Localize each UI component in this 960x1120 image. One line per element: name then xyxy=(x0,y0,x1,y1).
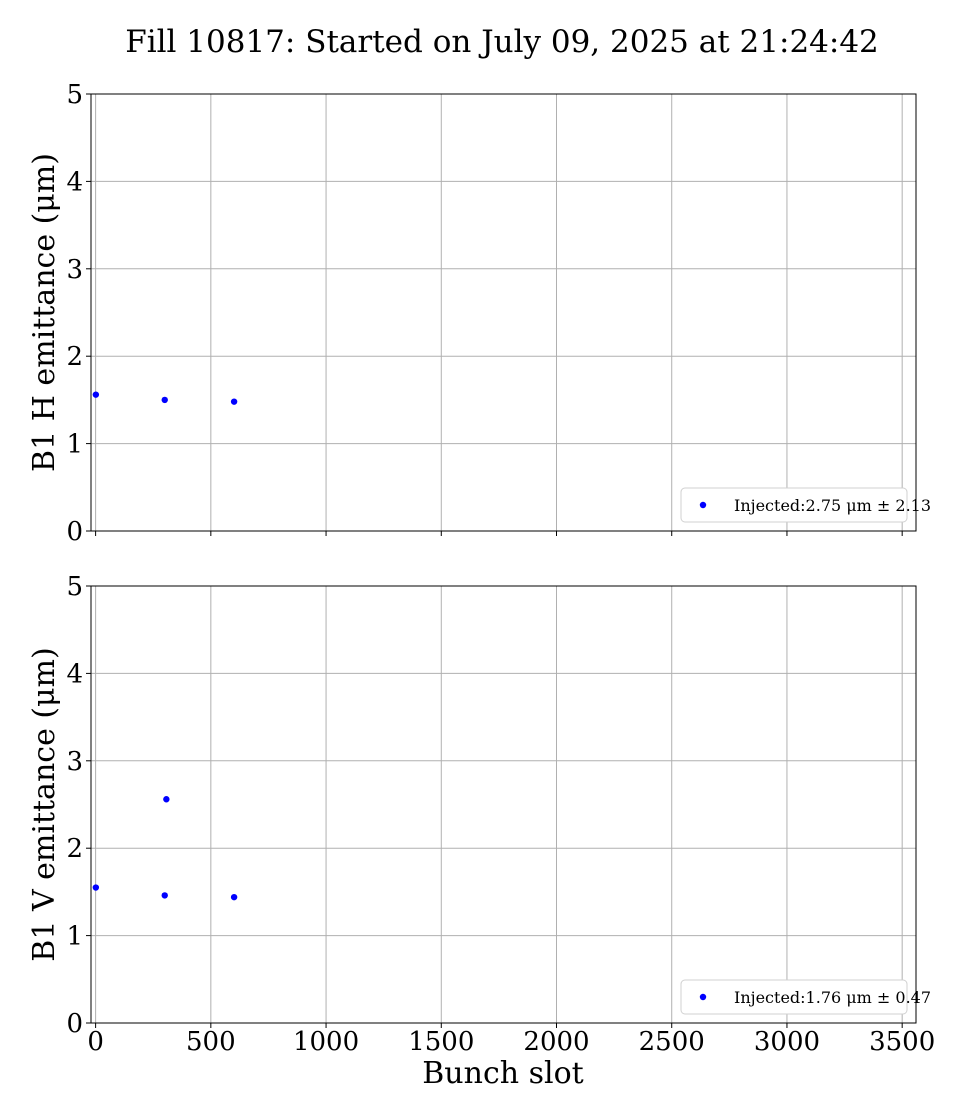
y-tick-label: 0 xyxy=(66,1009,83,1039)
data-point xyxy=(92,391,100,398)
y-axis-label: B1 H emittance (μm) xyxy=(27,153,62,472)
y-axis-label: B1 V emittance (μm) xyxy=(27,647,62,961)
data-point xyxy=(92,884,100,891)
plot-frame xyxy=(90,585,917,1024)
data-point xyxy=(163,796,170,803)
x-tick-label: 2000 xyxy=(523,1027,589,1057)
y-tick-label: 0 xyxy=(66,517,83,547)
plot-frame xyxy=(90,93,917,532)
x-tick-label: 0 xyxy=(87,1027,104,1057)
y-tick-label: 5 xyxy=(66,572,83,602)
x-tick-label: 500 xyxy=(186,1027,236,1057)
data-point xyxy=(230,893,238,901)
legend-marker xyxy=(699,993,707,1001)
x-tick-label: 3000 xyxy=(754,1027,820,1057)
y-tick-label: 2 xyxy=(66,342,83,372)
data-point xyxy=(161,396,168,404)
x-tick-label: 3500 xyxy=(869,1027,935,1057)
legend-box xyxy=(680,487,908,523)
x-tick-label: 2500 xyxy=(639,1027,705,1057)
x-tick-label: 1500 xyxy=(408,1027,474,1057)
y-tick-label: 2 xyxy=(66,834,83,864)
legend: Injected:2.75 μm ± 2.13 xyxy=(680,487,931,523)
legend-box xyxy=(680,979,908,1015)
figure-title: Fill 10817: Started on July 09, 2025 at … xyxy=(125,24,879,60)
legend: Injected:1.76 μm ± 0.47 xyxy=(680,979,931,1015)
y-tick-label: 4 xyxy=(66,659,83,689)
y-tick-label: 1 xyxy=(66,430,83,460)
y-tick-label: 1 xyxy=(66,922,83,952)
y-tick-label: 3 xyxy=(66,747,83,777)
x-axis-label: Bunch slot xyxy=(422,1056,583,1091)
legend-label: Injected:1.76 μm ± 0.47 xyxy=(734,988,931,1007)
data-point xyxy=(230,398,238,405)
legend-label: Injected:2.75 μm ± 2.13 xyxy=(734,496,931,515)
x-tick-label: 1000 xyxy=(293,1027,359,1057)
y-tick-label: 5 xyxy=(66,80,83,110)
panel-b1-v-emittance: 0 500 1000 1500 2000 2500 3000 3500 0 1 2 3 4 5 B1 V e… xyxy=(27,572,935,1057)
data-point xyxy=(161,892,168,899)
panel-b1-h-emittance: 0 1 2 3 4 5 B1 H emittance (μm) Injected:2.75 μ… xyxy=(27,80,931,547)
y-tick-label: 3 xyxy=(66,255,83,285)
y-tick-label: 4 xyxy=(66,167,83,197)
legend-marker xyxy=(699,501,707,509)
